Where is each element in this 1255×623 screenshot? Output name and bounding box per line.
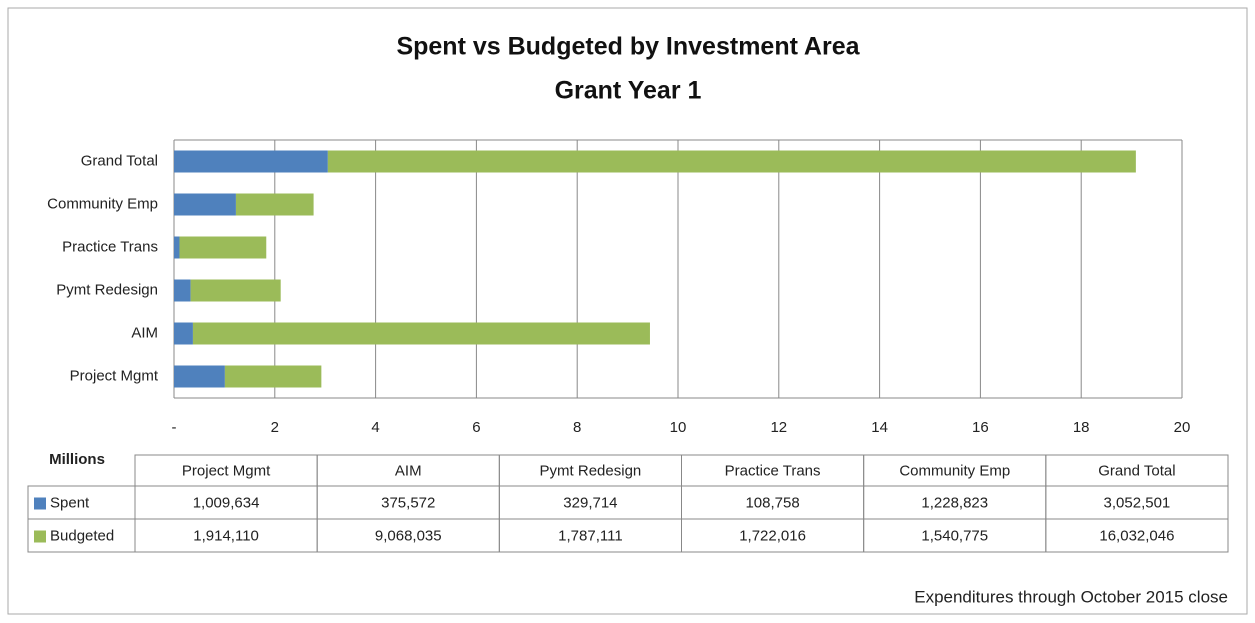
table-value: 1,722,016 [739, 527, 806, 544]
table-value: 1,914,110 [193, 527, 259, 544]
y-tick-label: Practice Trans [62, 238, 158, 255]
x-tick-label: 18 [1073, 419, 1090, 436]
x-tick-label: 16 [972, 419, 989, 436]
chart-title: Spent vs Budgeted by Investment Area [396, 33, 860, 61]
table-header: Community Emp [899, 462, 1010, 479]
table-header: Grand Total [1098, 462, 1175, 479]
bar [174, 322, 193, 345]
axis-label: Millions [49, 451, 105, 468]
bar [174, 193, 236, 216]
y-tick-label: Project Mgmt [70, 367, 159, 384]
chart-subtitle: Grant Year 1 [555, 77, 702, 105]
chart-border [7, 7, 1248, 615]
bar [174, 365, 225, 388]
bar [174, 150, 328, 173]
y-tick-label: Grand Total [81, 152, 158, 169]
table-header: Pymt Redesign [540, 462, 642, 479]
x-tick-label: 8 [573, 419, 581, 436]
table-value: 329,714 [563, 494, 617, 511]
table-value: 9,068,035 [375, 527, 442, 544]
table-cell [27, 518, 136, 553]
table-value: 1,787,111 [558, 527, 623, 544]
bar [179, 236, 267, 259]
note: Expenditures through October 2015 close [914, 587, 1228, 606]
legend-swatch [34, 530, 46, 543]
legend-label: Spent [50, 494, 90, 511]
table-header: Practice Trans [725, 462, 821, 479]
bar [327, 150, 1136, 173]
y-tick-label: Community Emp [47, 195, 158, 212]
table-header: AIM [395, 462, 422, 479]
x-tick-label: 4 [371, 419, 379, 436]
y-tick-label: AIM [131, 324, 158, 341]
x-tick-label: 20 [1174, 419, 1191, 436]
x-tick-label: 6 [472, 419, 480, 436]
table-value: 375,572 [381, 494, 435, 511]
bar [235, 193, 314, 216]
bar [174, 279, 191, 302]
x-tick-label: - [172, 419, 177, 436]
x-tick-label: 10 [670, 419, 687, 436]
table-value: 1,228,823 [921, 494, 988, 511]
table-header: Project Mgmt [182, 462, 271, 479]
table-value: 1,009,634 [193, 494, 260, 511]
bar [174, 236, 180, 259]
legend-label: Budgeted [50, 527, 114, 544]
x-tick-label: 2 [271, 419, 279, 436]
table-value: 108,758 [745, 494, 799, 511]
bar [224, 365, 322, 388]
bar [190, 279, 281, 302]
y-tick-label: Pymt Redesign [56, 281, 158, 298]
x-tick-label: 12 [770, 419, 787, 436]
table-value: 16,032,046 [1099, 527, 1174, 544]
x-tick-label: 14 [871, 419, 888, 436]
legend-swatch [34, 497, 46, 510]
bar [192, 322, 650, 345]
table-value: 3,052,501 [1104, 494, 1171, 511]
table-value: 1,540,775 [921, 527, 988, 544]
